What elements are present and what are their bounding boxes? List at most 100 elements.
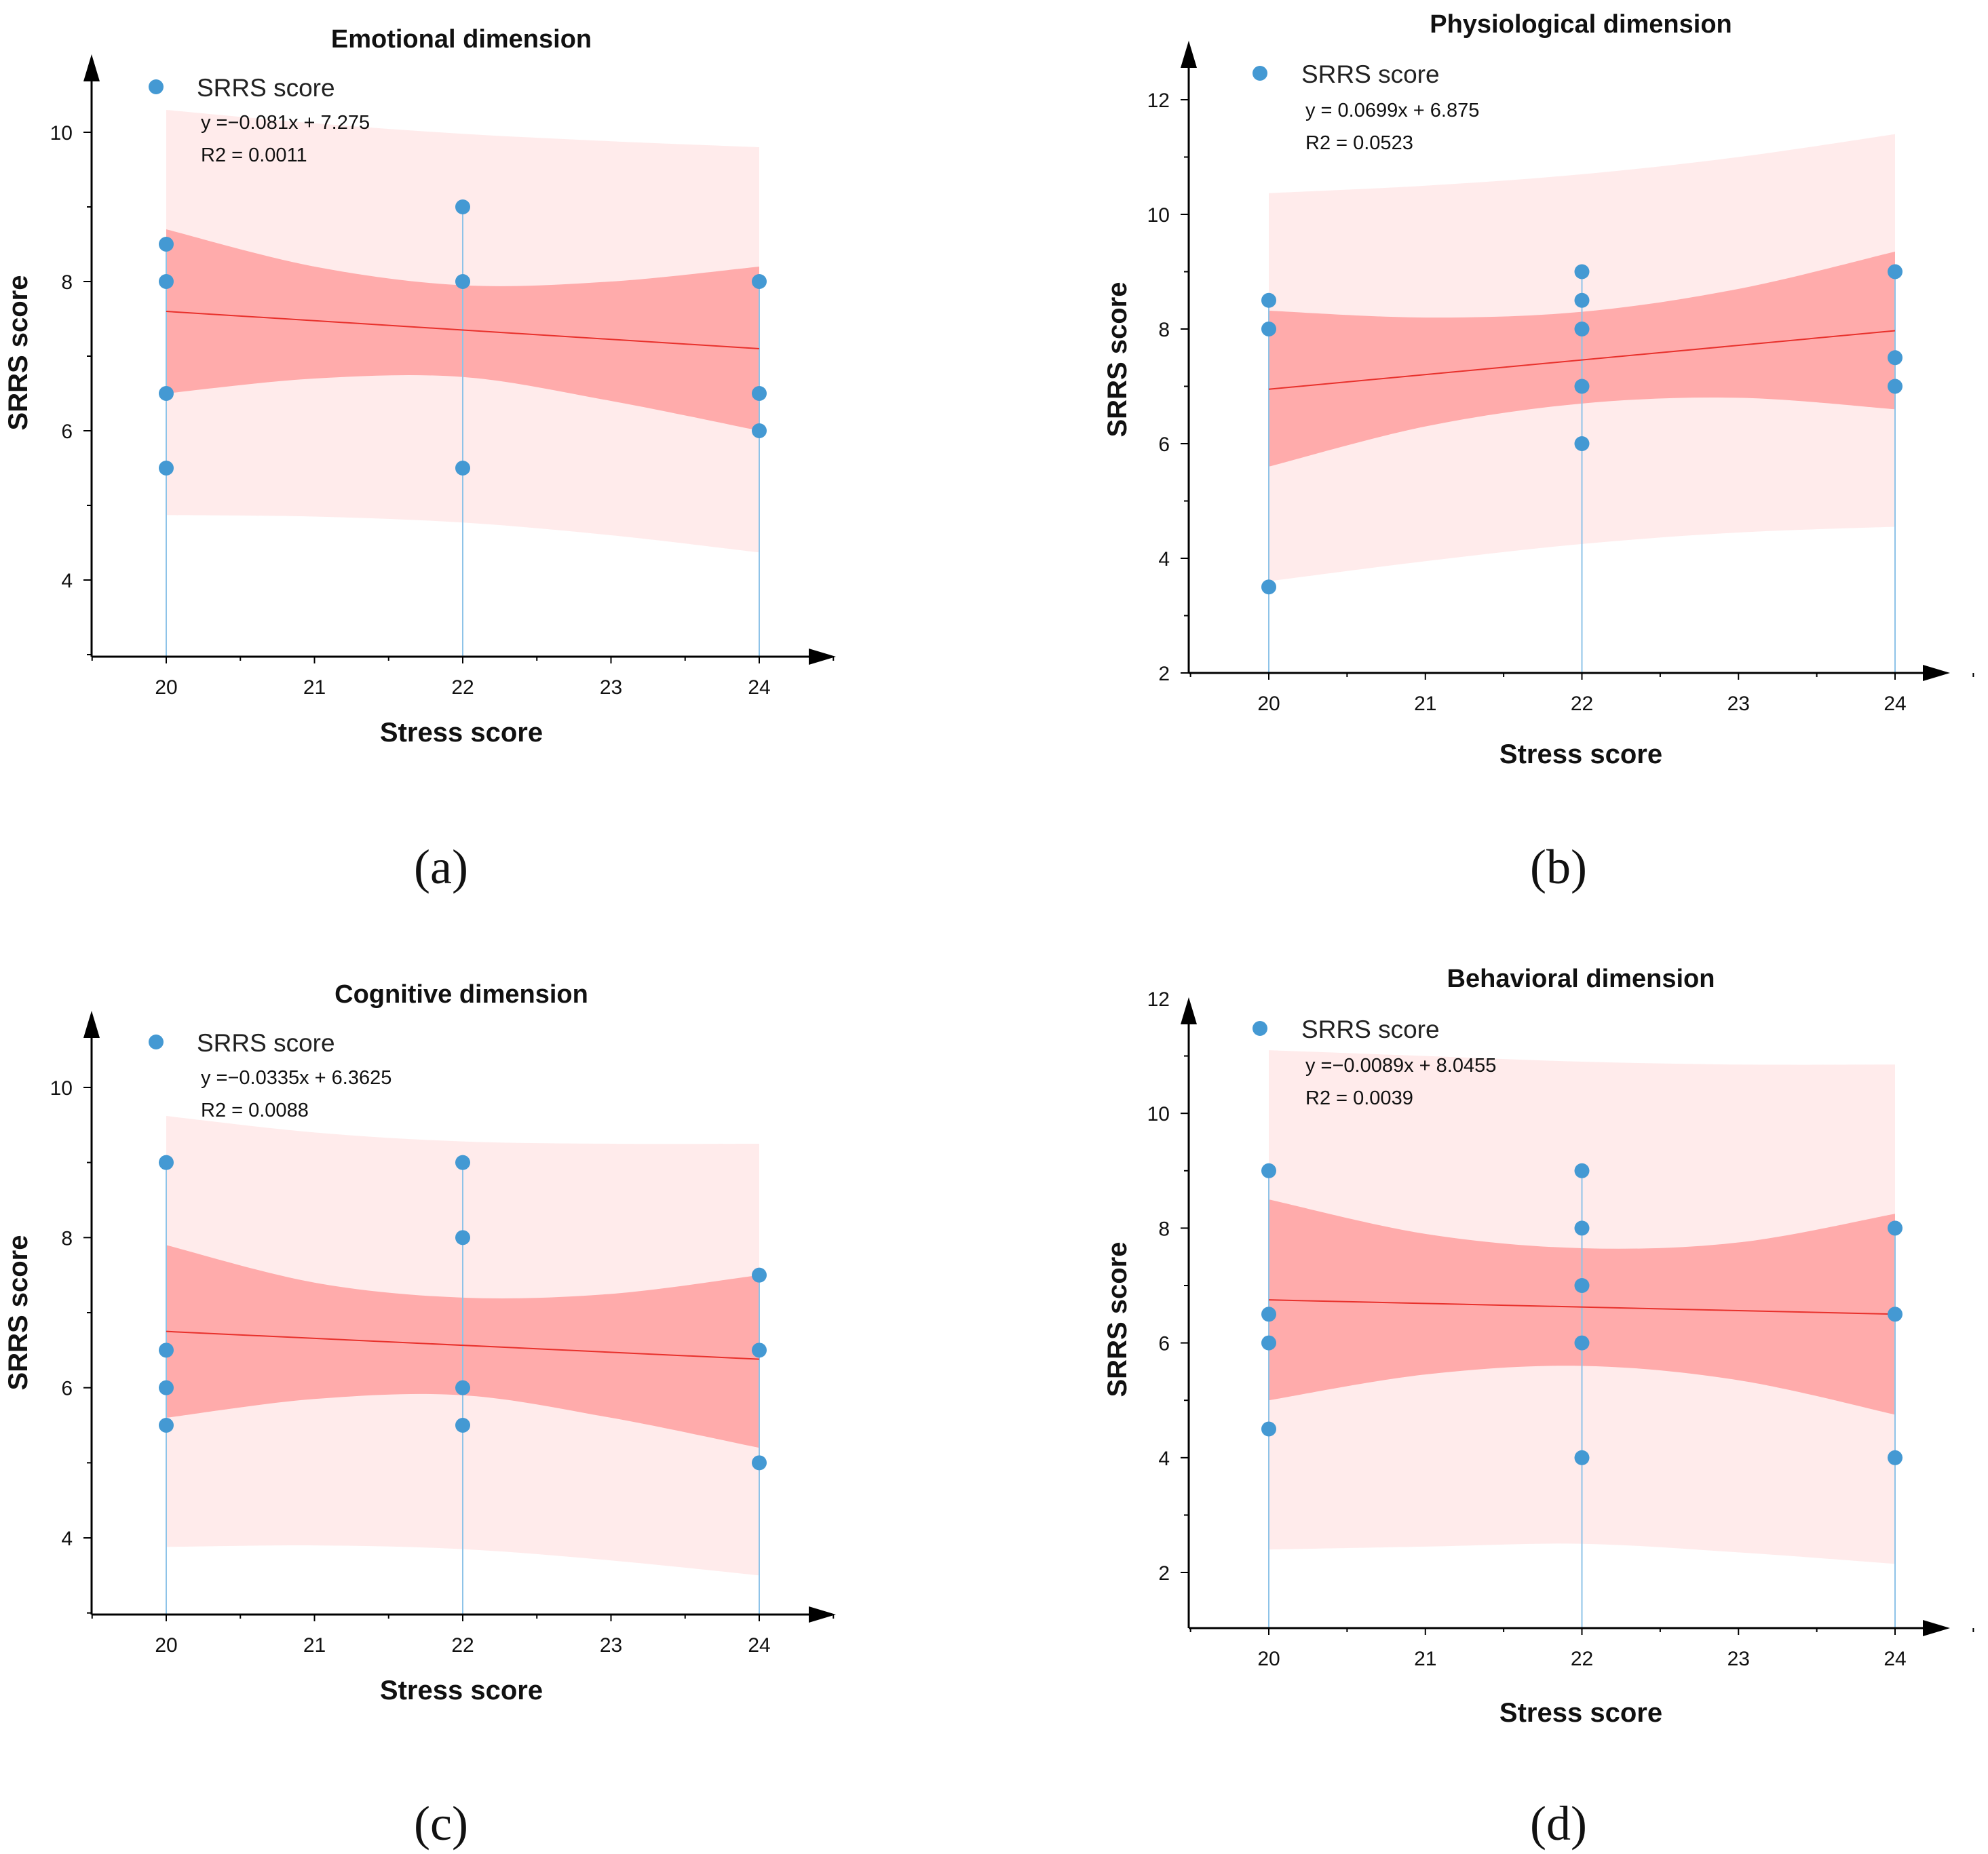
data-point [752,274,767,289]
data-point [455,1230,470,1245]
x-axis-label: Stress score [380,1676,543,1705]
regression-equation: y =−0.0089x + 8.0455 [1305,1055,1496,1077]
y-axis-arrow [83,1011,100,1038]
regression-line [1268,330,1896,390]
data-point [1261,1335,1276,1351]
data-point [1261,322,1276,336]
x-tick-label: 20 [155,1634,177,1657]
data-point [1574,264,1590,279]
x-tick-label: 24 [748,1634,770,1657]
data-point [159,274,174,289]
y-axis-arrow [1181,41,1197,68]
y-tick-label: 12 [1147,90,1170,112]
chart-title: Behavioral dimension [1447,965,1715,993]
data-point [159,386,174,401]
data-point [1261,292,1276,308]
data-point [455,199,470,214]
x-tick-label: 21 [1414,693,1436,715]
y-tick-label: 6 [61,421,73,443]
y-axis-label: SRRS score [1103,1242,1132,1397]
chart-title: Emotional dimension [331,25,592,54]
panel-a-emotional: 20 21 22 23 24 4 6 8 10 Emotional dimension Stress… [3,25,836,894]
data-point [1261,579,1276,595]
y-tick-label: 10 [50,1077,73,1100]
data-point [159,1380,174,1395]
chart-title: Cognitive dimension [334,980,588,1009]
x-tick-label: 21 [303,1634,326,1657]
data-point [1888,1220,1903,1236]
data-point [455,461,470,476]
y-tick-label: 8 [61,1227,73,1250]
x-tick-label: 22 [451,676,474,699]
data-point [1574,1163,1590,1178]
x-tick-label: 23 [1727,1648,1750,1670]
data-point [1888,350,1903,366]
x-tick-label: 24 [1884,1648,1906,1670]
legend-label: SRRS score [197,1029,335,1057]
data-point [455,1155,470,1170]
data-point [1574,1335,1590,1351]
x-tick-label: 22 [1571,693,1593,715]
data-point [1574,436,1590,451]
legend-label: SRRS score [1301,1016,1440,1043]
data-point [752,386,767,401]
y-tick-label: 8 [1158,319,1170,341]
legend-marker [149,1035,164,1049]
legend-label: SRRS score [197,74,335,102]
r-squared-annotation: R2 = 0.0088 [201,1100,309,1121]
y-tick-label: 4 [1158,1448,1170,1470]
y-axis-label: SRRS score [3,275,33,431]
y-tick-label: 8 [61,271,73,294]
data-point [1888,1450,1903,1465]
data-point [752,423,767,438]
data-point [1261,1307,1276,1322]
data-point [1574,292,1590,308]
data-point [1888,1307,1903,1322]
panel-caption: (d) [1530,1796,1587,1851]
y-tick-label: 10 [1147,1103,1170,1125]
data-point [455,1418,470,1433]
x-axis-arrow [809,1606,836,1623]
regression-line [166,311,760,349]
x-tick-label: 24 [1884,693,1906,715]
legend-marker [1253,66,1267,81]
x-tick-label: 24 [748,676,770,699]
x-axis-arrow [1923,665,1950,681]
x-tick-label: 20 [1257,693,1280,715]
y-tick-label: 4 [61,1528,73,1550]
data-point [159,461,174,476]
x-tick-label: 23 [1727,693,1750,715]
y-axis-arrow [1181,997,1197,1024]
data-point [1574,379,1590,394]
x-axis-label: Stress score [380,718,543,748]
chart-title: Physiological dimension [1430,10,1732,39]
data-point [455,1380,470,1395]
regression-equation: y =−0.081x + 7.275 [201,112,370,134]
data-point [1261,1163,1276,1178]
data-point [1888,264,1903,279]
y-tick-label: 12 [1147,988,1170,1011]
x-axis-arrow [809,649,836,665]
r-squared-annotation: R2 = 0.0011 [201,144,307,166]
r-squared-annotation: R2 = 0.0039 [1305,1087,1413,1109]
y-tick-label: 6 [1158,433,1170,456]
y-axis-arrow [83,54,100,81]
y-tick-label: 6 [1158,1333,1170,1355]
x-axis-label: Stress score [1499,739,1662,769]
data-point [752,1267,767,1283]
regression-line [1268,1299,1896,1315]
panel-c-cognitive: 20 21 22 23 24 4 6 8 10 Cognitive dimension Stress… [3,980,836,1851]
panel-caption: (a) [414,840,468,894]
legend-label: SRRS score [1301,60,1440,88]
data-point [1888,379,1903,394]
regression-equation: y =−0.0335x + 6.3625 [201,1067,391,1089]
panel-caption: (c) [414,1796,468,1851]
x-tick-label: 20 [1257,1648,1280,1670]
y-tick-label: 4 [61,570,73,592]
x-tick-label: 21 [303,676,326,699]
y-tick-label: 6 [61,1378,73,1400]
y-tick-label: 2 [1158,663,1170,685]
data-point [1574,1450,1590,1465]
